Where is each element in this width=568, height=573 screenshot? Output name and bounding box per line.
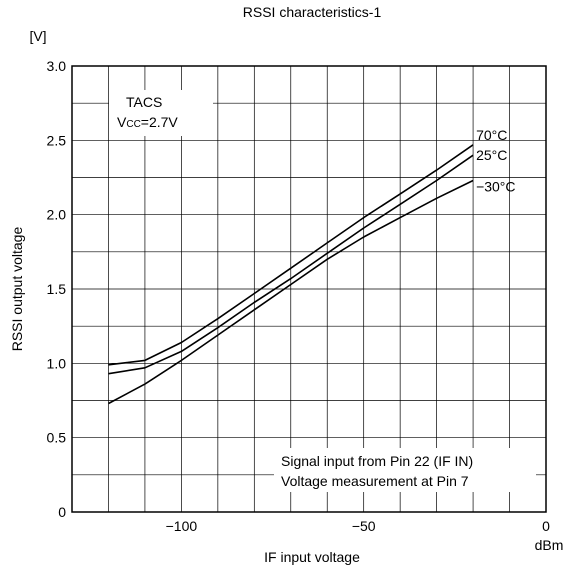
y-tick-labels: 0 0.5 1.0 1.5 2.0 2.5 3.0 [47, 58, 67, 520]
note-line-1: Signal input from Pin 22 (IF IN) [281, 453, 473, 469]
y-tick-label: 2.0 [47, 207, 67, 223]
y-tick-label: 0.5 [47, 430, 67, 446]
x-tick-label: −100 [166, 518, 198, 534]
x-axis-label: IF input voltage [264, 549, 360, 565]
y-tick-label: 0 [58, 504, 66, 520]
note-box-background [274, 448, 536, 492]
series-label: −30°C [476, 178, 515, 194]
series-line [108, 154, 474, 375]
series-lines [108, 144, 474, 405]
condition-label: TACS [126, 94, 162, 110]
note-line-2: Voltage measurement at Pin 7 [281, 473, 469, 489]
y-tick-label: 3.0 [47, 58, 67, 74]
x-tick-label: 0 [542, 518, 550, 534]
x-axis-unit: dBm [535, 537, 564, 553]
vcc-prefix: V [117, 114, 127, 130]
y-tick-label: 1.0 [47, 355, 67, 371]
vcc-value: =2.7V [141, 114, 179, 130]
y-tick-label: 1.5 [47, 281, 67, 297]
series-label: 25°C [476, 147, 507, 163]
condition-box-background [109, 90, 213, 136]
plot-frame [71, 65, 547, 513]
y-axis-label: RSSI output voltage [9, 227, 25, 352]
x-tick-label: −50 [352, 518, 376, 534]
vcc-subscript: CC [126, 119, 140, 130]
series-line [108, 144, 474, 366]
series-labels: 70°C 25°C −30°C [476, 127, 515, 195]
series-line [108, 179, 474, 405]
chart-title: RSSI characteristics-1 [243, 4, 382, 20]
series-label: 70°C [476, 127, 507, 143]
vcc-condition: VCC=2.7V [117, 114, 178, 130]
y-axis-unit: [V] [29, 28, 46, 44]
x-tick-labels: −100 −50 0 [166, 518, 550, 534]
y-tick-label: 2.5 [47, 132, 67, 148]
